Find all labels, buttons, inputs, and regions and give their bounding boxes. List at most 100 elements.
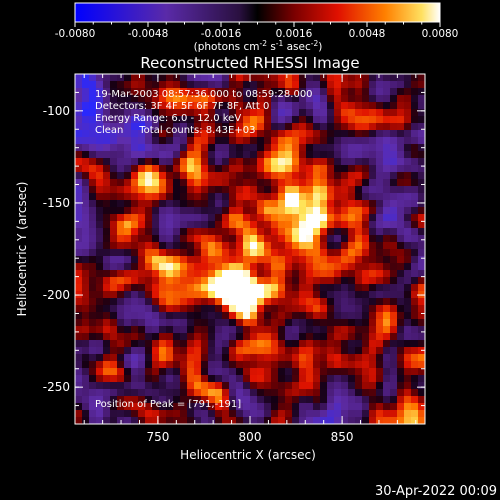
heatmap-cell xyxy=(327,263,335,271)
heatmap-cell xyxy=(215,102,223,110)
heatmap-cell xyxy=(264,109,272,117)
heatmap-cell xyxy=(411,298,419,306)
heatmap-cell xyxy=(89,284,97,292)
heatmap-cell xyxy=(299,200,307,208)
heatmap-cell xyxy=(376,354,384,362)
heatmap-cell xyxy=(278,228,286,236)
heatmap-cell xyxy=(208,263,216,271)
heatmap-cell xyxy=(418,256,425,264)
heatmap-cell xyxy=(285,137,293,145)
heatmap-cell xyxy=(390,158,398,166)
heatmap-cell xyxy=(159,193,167,201)
heatmap-cell xyxy=(208,137,216,145)
heatmap-cells xyxy=(75,74,425,424)
heatmap-cell xyxy=(243,263,251,271)
heatmap-cell xyxy=(278,277,286,285)
heatmap-cell xyxy=(187,277,195,285)
heatmap-cell xyxy=(194,214,202,222)
heatmap-cell xyxy=(215,368,223,376)
heatmap-cell xyxy=(418,319,425,327)
heatmap-cell xyxy=(166,137,174,145)
heatmap-cell xyxy=(166,116,174,124)
heatmap-cell xyxy=(103,375,111,383)
heatmap-cell xyxy=(376,207,384,215)
heatmap-cell xyxy=(397,193,405,201)
heatmap-cell xyxy=(110,179,118,187)
heatmap-cell xyxy=(96,207,104,215)
heatmap-cell xyxy=(194,165,202,173)
heatmap-cell xyxy=(299,214,307,222)
heatmap-cell xyxy=(131,165,139,173)
heatmap-cell xyxy=(292,417,300,424)
heatmap-cell xyxy=(152,249,160,257)
heatmap-cell xyxy=(173,137,181,145)
heatmap-cell xyxy=(201,403,209,411)
heatmap-cell xyxy=(131,375,139,383)
heatmap-cell xyxy=(103,396,111,404)
heatmap-cell xyxy=(250,193,258,201)
heatmap-cell xyxy=(103,319,111,327)
heatmap-cell xyxy=(215,95,223,103)
heatmap-cell xyxy=(376,249,384,257)
heatmap-cell xyxy=(362,102,370,110)
heatmap-cell xyxy=(82,403,90,411)
heatmap-cell xyxy=(173,186,181,194)
heatmap-cell xyxy=(229,361,237,369)
heatmap-cell xyxy=(390,326,398,334)
heatmap-cell xyxy=(215,256,223,264)
heatmap-cell xyxy=(334,158,342,166)
heatmap-cell xyxy=(215,382,223,390)
heatmap-cell xyxy=(194,361,202,369)
heatmap-cell xyxy=(117,81,125,89)
heatmap-cell xyxy=(173,263,181,271)
heatmap-cell xyxy=(236,228,244,236)
heatmap-cell xyxy=(355,158,363,166)
heatmap-cell xyxy=(362,249,370,257)
heatmap-cell xyxy=(229,403,237,411)
heatmap-cell xyxy=(124,368,132,376)
heatmap-cell xyxy=(75,179,83,187)
heatmap-cell xyxy=(159,382,167,390)
heatmap-cell xyxy=(369,375,377,383)
heatmap-cell xyxy=(411,403,419,411)
heatmap-cell xyxy=(208,368,216,376)
heatmap-cell xyxy=(145,277,153,285)
heatmap-cell xyxy=(173,305,181,313)
heatmap-cell xyxy=(222,242,230,250)
heatmap-cell xyxy=(110,186,118,194)
heatmap-cell xyxy=(411,95,419,103)
heatmap-cell xyxy=(341,235,349,243)
heatmap-cell xyxy=(89,361,97,369)
heatmap-cell xyxy=(404,256,412,264)
heatmap-cell xyxy=(187,298,195,306)
heatmap-cell xyxy=(264,326,272,334)
heatmap-cell xyxy=(397,284,405,292)
heatmap-cell xyxy=(117,235,125,243)
heatmap-cell xyxy=(236,249,244,257)
heatmap-cell xyxy=(320,102,328,110)
heatmap-cell xyxy=(180,305,188,313)
heatmap-cell xyxy=(215,410,223,418)
heatmap-cell xyxy=(397,109,405,117)
heatmap-cell xyxy=(306,144,314,152)
heatmap-cell xyxy=(124,179,132,187)
heatmap-cell xyxy=(285,221,293,229)
heatmap-cell xyxy=(404,312,412,320)
heatmap-cell xyxy=(75,382,83,390)
heatmap-cell xyxy=(313,102,321,110)
heatmap-cell xyxy=(250,179,258,187)
heatmap-cell xyxy=(110,235,118,243)
heatmap-cell xyxy=(292,235,300,243)
heatmap-cell xyxy=(222,361,230,369)
heatmap-cell xyxy=(131,298,139,306)
heatmap-cell xyxy=(117,270,125,278)
heatmap-cell xyxy=(173,249,181,257)
heatmap-cell xyxy=(250,102,258,110)
heatmap-cell xyxy=(306,284,314,292)
heatmap-cell xyxy=(369,228,377,236)
heatmap-cell xyxy=(264,74,272,82)
heatmap-cell xyxy=(110,277,118,285)
heatmap-cell xyxy=(222,410,230,418)
heatmap-cell xyxy=(341,382,349,390)
heatmap-cell xyxy=(103,256,111,264)
